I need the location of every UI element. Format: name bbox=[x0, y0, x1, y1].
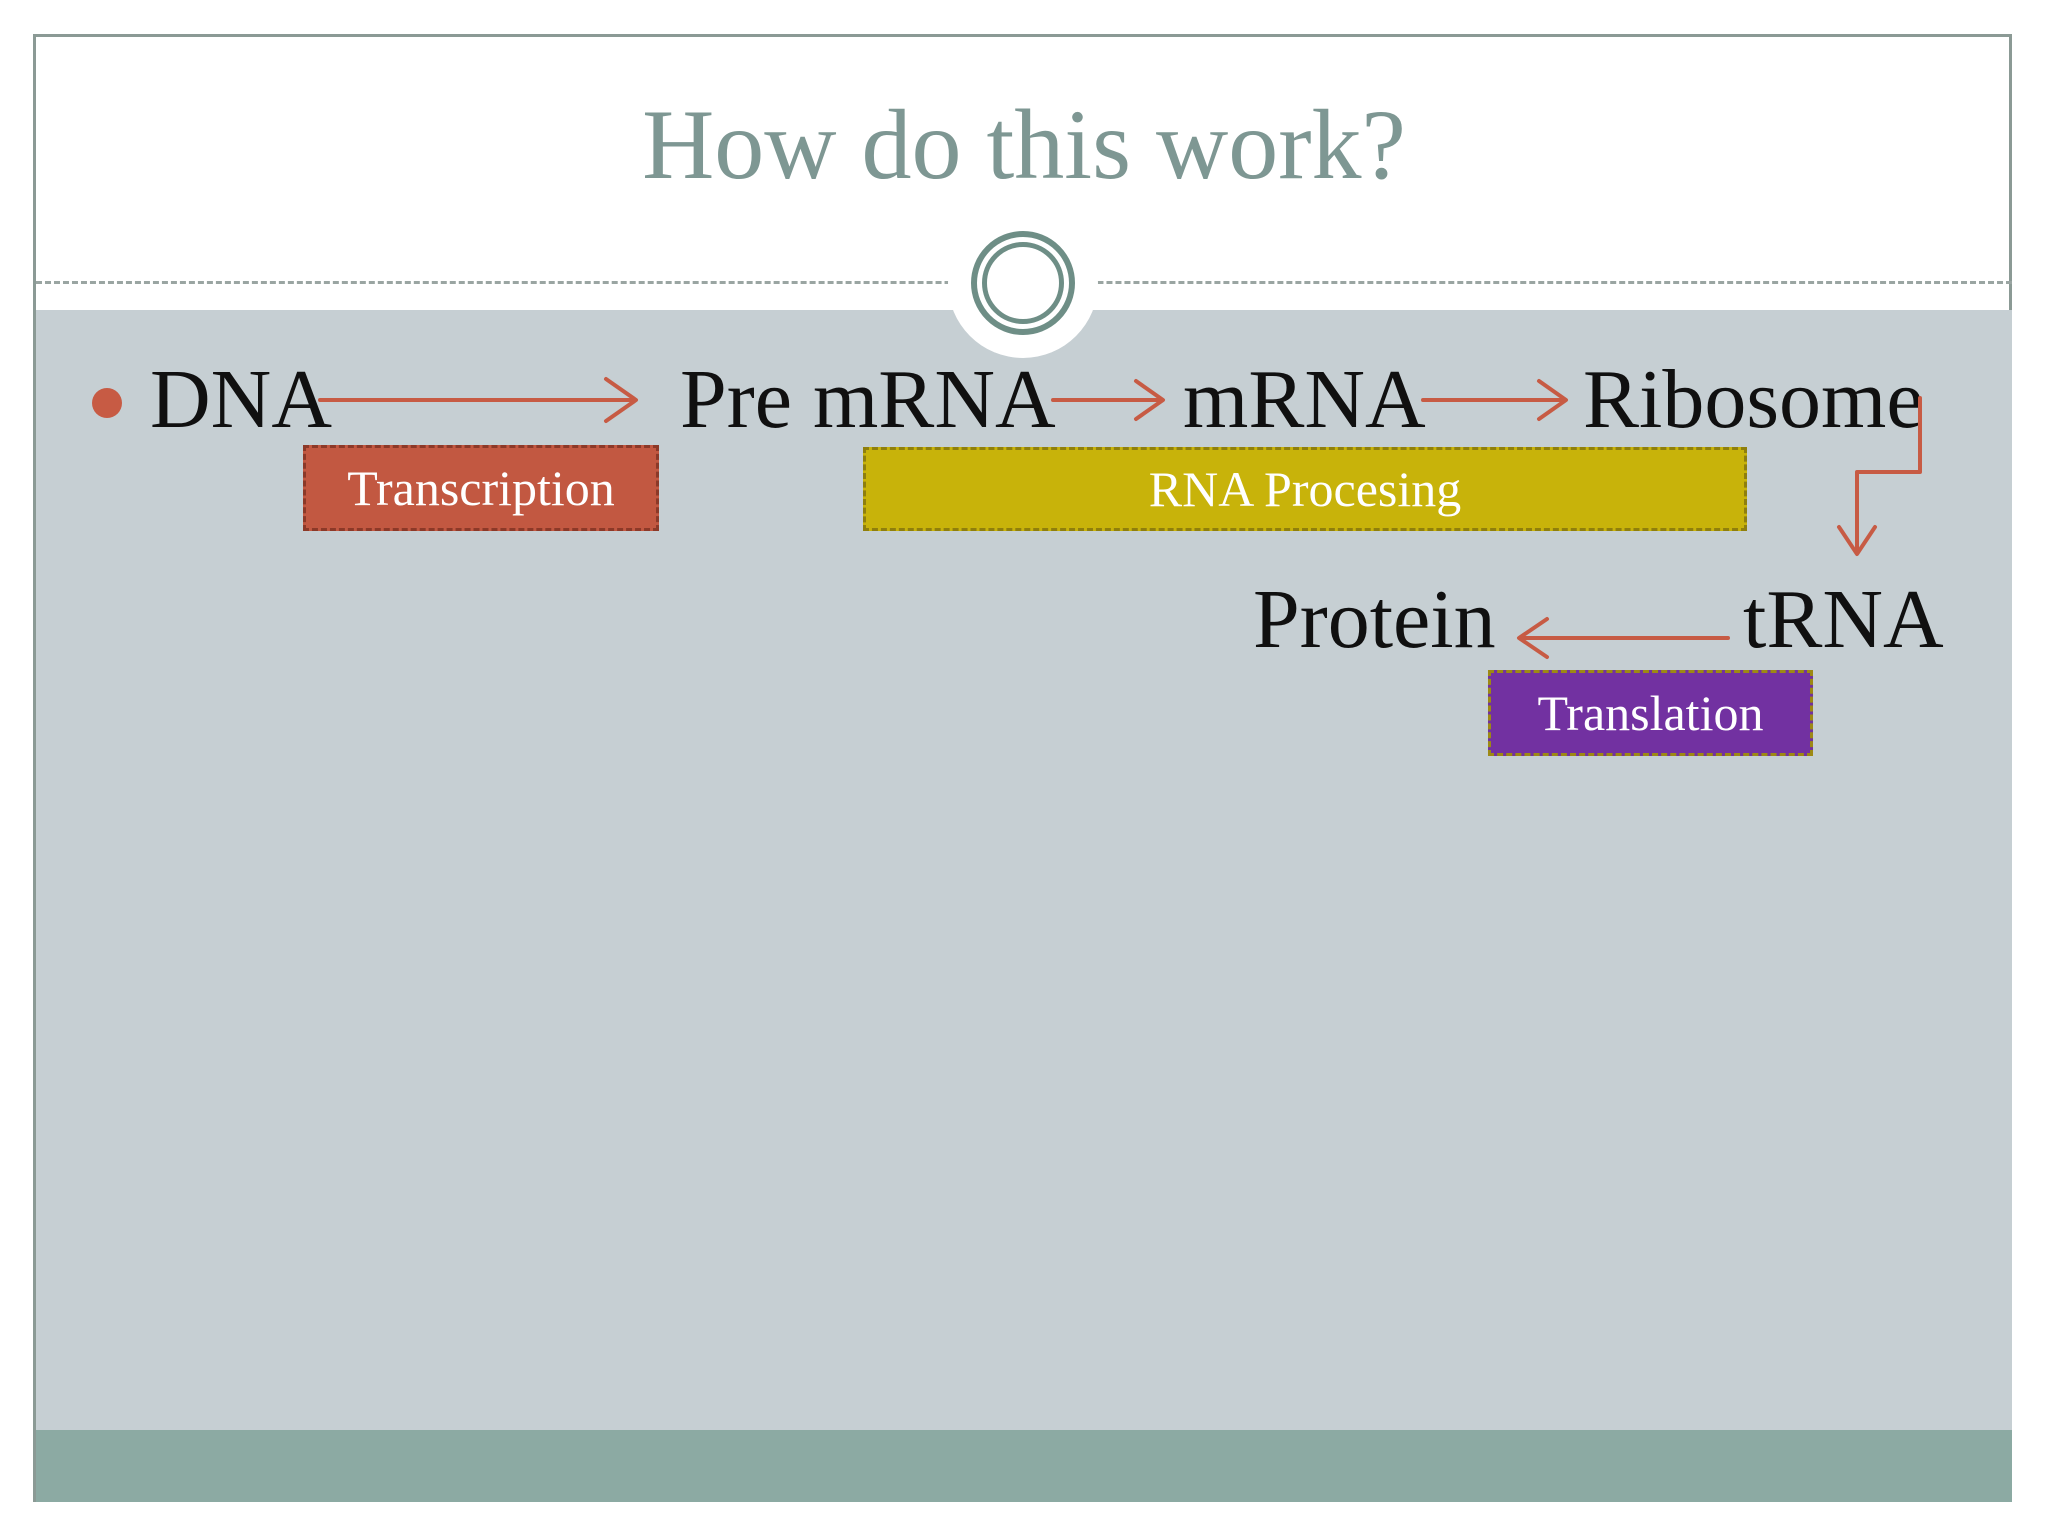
node-pre-mrna: Pre mRNA bbox=[680, 353, 1056, 446]
node-dna: DNA bbox=[150, 353, 332, 446]
double-ring-circle-icon bbox=[971, 231, 1075, 335]
process-label-transcription: Transcription bbox=[347, 460, 615, 516]
node-ribosome: Ribosome bbox=[1583, 353, 1924, 446]
process-box-transcription: Transcription bbox=[303, 445, 659, 531]
node-protein: Protein bbox=[1253, 573, 1496, 666]
bullet-dot-icon bbox=[92, 388, 122, 418]
inner-ring bbox=[982, 242, 1064, 324]
footer-bar bbox=[36, 1430, 2012, 1502]
process-label-translation: Translation bbox=[1537, 685, 1764, 741]
circle-ornament bbox=[948, 208, 1098, 358]
slide-title: How do this work? bbox=[642, 89, 1406, 200]
process-box-translation: Translation bbox=[1488, 670, 1813, 756]
node-trna: tRNA bbox=[1743, 573, 1944, 666]
node-mrna: mRNA bbox=[1183, 353, 1426, 446]
process-box-rna-processing: RNA Procesing bbox=[863, 447, 1747, 531]
process-label-rna-processing: RNA Procesing bbox=[1148, 461, 1462, 517]
